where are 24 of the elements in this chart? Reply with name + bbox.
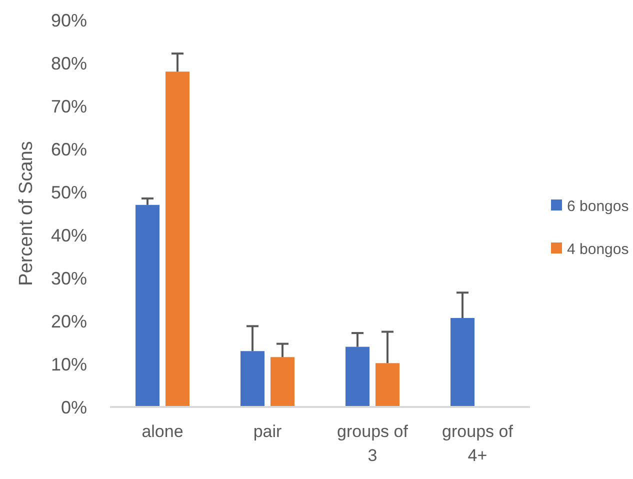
- y-tick-label: 60%: [50, 139, 87, 160]
- y-tick-label: 50%: [50, 182, 87, 202]
- bar: [240, 351, 264, 407]
- x-tick-label: alone: [142, 422, 184, 441]
- y-tick-label: 30%: [50, 268, 87, 288]
- y-tick-label: 70%: [50, 96, 87, 116]
- y-tick-label: 40%: [50, 225, 87, 246]
- y-tick-label: 80%: [50, 53, 87, 74]
- legend-label: 6 bongos: [567, 198, 629, 215]
- bar: [270, 357, 294, 407]
- legend-label: 4 bongos: [567, 240, 629, 258]
- x-tick-label: groups of 4+: [442, 422, 514, 465]
- bar: [450, 318, 474, 407]
- y-axis-title: Percent of Scans: [16, 141, 37, 286]
- bar: [346, 346, 370, 407]
- x-tick-label: groups of 3: [337, 422, 408, 465]
- bar: [166, 72, 190, 407]
- y-tick-label: 10%: [50, 354, 87, 374]
- y-tick-label: 0%: [60, 397, 87, 418]
- bar: [376, 363, 400, 407]
- x-tick-label: pair: [253, 422, 282, 441]
- y-tick-label: 20%: [50, 311, 87, 332]
- y-tick-label: 90%: [50, 10, 87, 30]
- bar: [136, 204, 160, 407]
